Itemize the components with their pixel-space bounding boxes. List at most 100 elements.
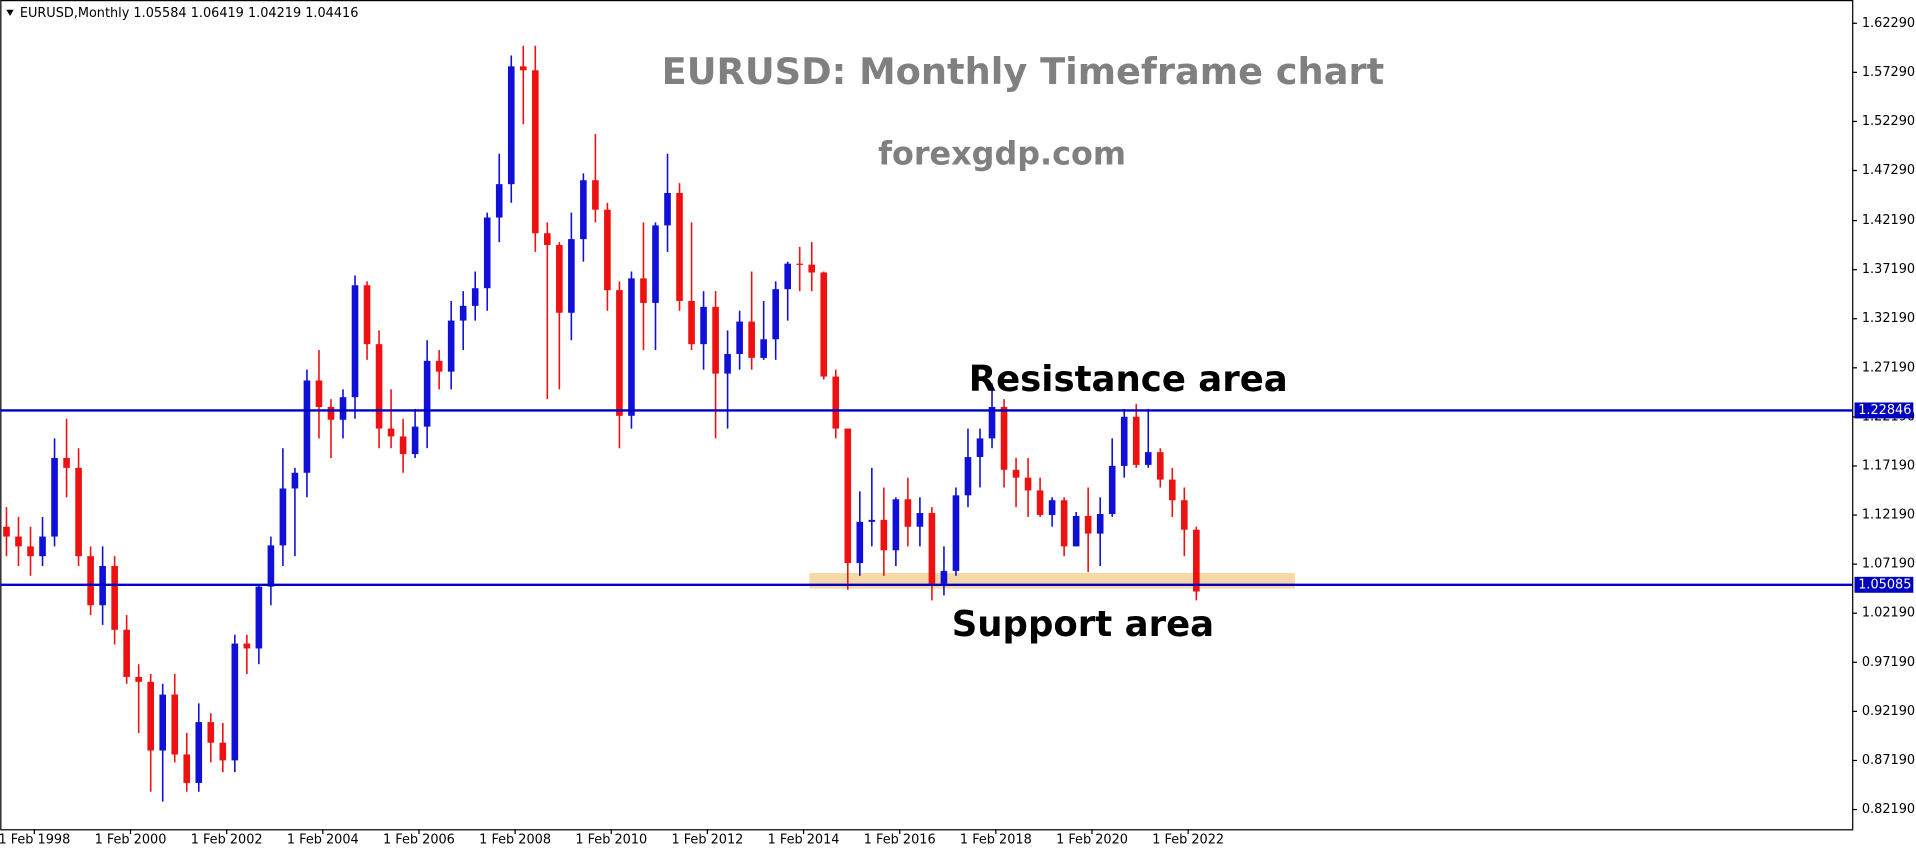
candle-body (447, 320, 455, 372)
candle-body (1132, 416, 1140, 465)
candle-body (135, 676, 142, 682)
candle-body (844, 428, 852, 564)
candle-body (1060, 500, 1068, 547)
y-tick-label: 0.92190 (1862, 704, 1915, 719)
price-label: 1.05085 (1858, 577, 1911, 592)
candle-body (111, 566, 118, 630)
candle-body (760, 339, 767, 358)
candle-body (1036, 490, 1044, 515)
candle-body (339, 397, 347, 420)
candle-body (868, 519, 876, 522)
candle-body (1000, 406, 1008, 470)
candle-body (928, 512, 936, 584)
candle-body (820, 272, 828, 377)
candle-body (243, 643, 251, 649)
plot-border (0, 0, 1854, 831)
price-label-box (1854, 402, 1914, 419)
candle-body (544, 233, 551, 246)
candle-body (183, 754, 191, 783)
candle-body (1193, 529, 1200, 592)
x-tick-label: 1 Feb 2018 (960, 833, 1032, 848)
candle-body (399, 436, 407, 455)
y-tick-label: 1.62290 (1862, 16, 1915, 31)
chart-header: EURUSD,Monthly 1.05584 1.06419 1.04219 1… (20, 6, 359, 21)
candle-body (27, 546, 34, 557)
candle-body (1120, 416, 1128, 466)
candle-body (796, 263, 804, 265)
x-tick-label: 1 Feb 2014 (768, 833, 840, 848)
candle-body (519, 66, 527, 71)
candle-body (904, 499, 912, 527)
candle-body (207, 722, 215, 743)
candle-body (255, 586, 263, 649)
candle-body (279, 488, 287, 546)
candle-body (327, 406, 335, 420)
y-tick-label: 1.02190 (1862, 606, 1915, 621)
x-tick-label: 1 Feb 2020 (1056, 833, 1128, 848)
candle-body (712, 306, 719, 374)
candle-body (1048, 500, 1056, 515)
x-tick-label: 1 Feb 2010 (575, 833, 647, 848)
menu-triangle[interactable] (6, 9, 14, 16)
candle-body (411, 426, 419, 455)
candle-body (315, 380, 323, 407)
y-tick-label: 1.47290 (1862, 163, 1915, 178)
candle-body (556, 245, 563, 313)
candle-body (75, 467, 82, 557)
candle-body (363, 285, 371, 345)
candle-body (976, 438, 984, 458)
candle-body (15, 536, 22, 547)
annotation: Resistance area (969, 359, 1288, 400)
candle-body (171, 694, 179, 755)
candle-body (784, 263, 792, 290)
chart-title: EURUSD: Monthly Timeframe chart (662, 50, 1385, 93)
candle-body (724, 353, 731, 374)
candle-body (1072, 515, 1080, 547)
candle-body (459, 305, 467, 321)
candle-body (628, 278, 635, 416)
candle-body (1012, 469, 1020, 478)
candle-body (351, 285, 359, 398)
y-tick-label: 1.07190 (1862, 557, 1915, 572)
candle-body (1144, 452, 1152, 465)
candle-body (832, 376, 840, 429)
y-tick-label: 0.87190 (1862, 753, 1915, 768)
candle-body (1024, 477, 1032, 491)
candle-body (219, 742, 227, 761)
candle-body (39, 536, 46, 557)
y-tick-label: 1.32190 (1862, 311, 1915, 326)
x-tick-label: 1 Feb 2012 (671, 833, 743, 848)
candle-body (159, 694, 167, 751)
x-tick-label: 1 Feb 2008 (479, 833, 551, 848)
candle-body (808, 264, 816, 273)
candle-body (471, 288, 479, 306)
y-tick-label: 0.97190 (1862, 655, 1915, 670)
candle-body (195, 722, 203, 783)
candle-body (123, 629, 130, 677)
candle-body (387, 428, 395, 437)
candle-body (664, 192, 671, 226)
candle-body (856, 521, 864, 564)
y-tick-label: 1.52290 (1862, 114, 1915, 129)
candle-body (604, 209, 611, 291)
candle-body (940, 570, 948, 584)
x-tick-label: 1 Feb 2006 (383, 833, 455, 848)
y-tick-label: 1.12190 (1862, 508, 1915, 523)
candle-body (988, 406, 996, 439)
candle-body (916, 512, 924, 527)
annotation: Support area (952, 604, 1214, 645)
candle-body (531, 70, 539, 234)
candle-body (640, 278, 647, 303)
candle-body (507, 66, 515, 185)
price-label-box (1854, 576, 1914, 593)
candle-body (3, 526, 10, 537)
candle-body (1108, 465, 1116, 514)
candle-body (736, 321, 743, 354)
x-tick-label: 1 Feb 2000 (95, 833, 167, 848)
candle-body (1096, 513, 1104, 534)
candle-body (1168, 479, 1176, 501)
y-tick-label: 1.57290 (1862, 65, 1915, 80)
y-tick-label: 0.82190 (1862, 802, 1915, 817)
